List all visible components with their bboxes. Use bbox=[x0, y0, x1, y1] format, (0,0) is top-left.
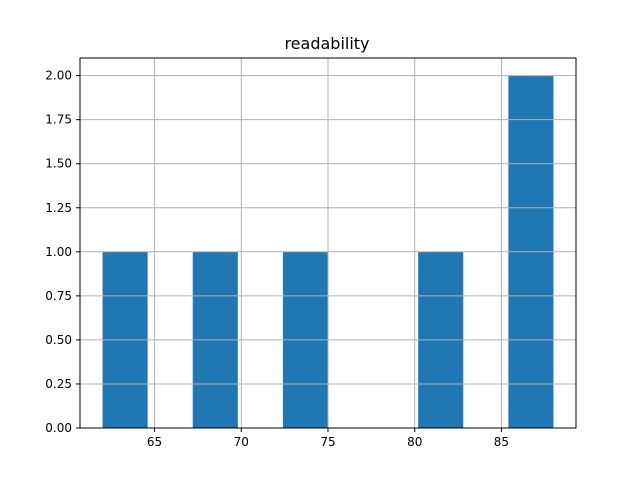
chart-title: readability bbox=[284, 34, 369, 53]
y-tick-label-1: 0.25 bbox=[45, 377, 72, 391]
x-tick-label-0: 65 bbox=[147, 435, 162, 449]
x-tick-label-3: 80 bbox=[407, 435, 422, 449]
y-tick-label-4: 1.00 bbox=[45, 245, 72, 259]
y-tick-label-8: 2.00 bbox=[45, 69, 72, 83]
x-tick-label-1: 70 bbox=[234, 435, 249, 449]
y-tick-label-6: 1.50 bbox=[45, 157, 72, 171]
plot-frame bbox=[79, 57, 577, 429]
x-tick-label-4: 85 bbox=[494, 435, 509, 449]
y-tick-label-7: 1.75 bbox=[45, 113, 72, 127]
x-tick-label-2: 75 bbox=[320, 435, 335, 449]
y-tick-label-2: 0.50 bbox=[45, 333, 72, 347]
y-tick-label-3: 0.75 bbox=[45, 289, 72, 303]
y-axis: 0.00 0.25 0.50 0.75 1.00 1.25 1.50 1.75 2.00 bbox=[45, 69, 80, 435]
y-tick-label-5: 1.25 bbox=[45, 201, 72, 215]
y-tick-label-0: 0.00 bbox=[45, 421, 72, 435]
x-axis: 65 70 75 80 85 bbox=[147, 428, 509, 449]
grid-group bbox=[80, 58, 576, 429]
